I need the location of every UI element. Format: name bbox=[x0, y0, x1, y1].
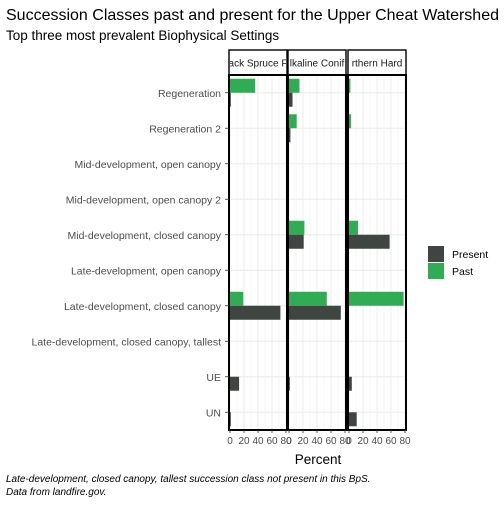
x-tick-label: 20 bbox=[297, 436, 309, 447]
chart-title: Succession Classes past and present for … bbox=[6, 7, 499, 24]
caption-line-2: Data from landfire.gov. bbox=[6, 487, 106, 498]
facet-strip bbox=[287, 49, 347, 76]
x-tick-label: 60 bbox=[266, 436, 278, 447]
legend-label-present: Present bbox=[452, 249, 488, 261]
x-tick-label: 40 bbox=[252, 436, 264, 447]
bar-present bbox=[289, 92, 293, 107]
facet-strip-label: rthern Hard bbox=[352, 59, 403, 70]
x-tick-label: 0 bbox=[227, 436, 233, 447]
y-axis-label: Regeneration bbox=[158, 88, 221, 100]
caption-line-1: Late-development, closed canopy, tallest… bbox=[6, 474, 370, 485]
bar-present bbox=[349, 234, 390, 249]
bar-present bbox=[289, 376, 290, 391]
bar-present bbox=[289, 128, 291, 143]
facet-panel-3: rthern Hard 0 20 40 60 80 bbox=[346, 49, 411, 447]
bar-past bbox=[349, 114, 352, 129]
facet-strip bbox=[347, 49, 407, 76]
chart-subtitle: Top three most prevalent Biophysical Set… bbox=[6, 28, 279, 43]
x-tick-label: 20 bbox=[357, 436, 369, 447]
facet-strip bbox=[228, 49, 288, 76]
bar-present bbox=[289, 234, 304, 249]
facet-strip-label: ack Spruce F bbox=[229, 59, 288, 70]
facet-panel-2: lkaline Conif 0 20 40 60 80 bbox=[286, 49, 351, 447]
y-axis-labels: Regeneration Regeneration 2 Mid-developmen… bbox=[31, 88, 229, 419]
legend: Present Past bbox=[428, 246, 488, 279]
bar-present bbox=[349, 412, 357, 427]
bar-past bbox=[349, 78, 351, 93]
y-axis-label: Mid-development, open canopy 2 bbox=[66, 194, 221, 206]
y-axis-label: Mid-development, open canopy bbox=[74, 159, 221, 171]
legend-key-past bbox=[428, 263, 444, 279]
bar-present bbox=[230, 376, 240, 391]
x-tick-label: 40 bbox=[371, 436, 383, 447]
x-tick-label: 20 bbox=[238, 436, 250, 447]
y-axis-label: Mid-development, closed canopy bbox=[67, 230, 221, 242]
bar-past bbox=[289, 114, 297, 129]
x-tick-label: 40 bbox=[311, 436, 323, 447]
y-axis-label: UN bbox=[206, 407, 221, 419]
facet-panel-1: ack Spruce F 0 20 40 60 80 bbox=[227, 49, 292, 447]
bar-present bbox=[349, 376, 352, 391]
y-axis-label: Late-development, closed canopy, tallest bbox=[31, 336, 221, 348]
bar-past bbox=[349, 220, 359, 235]
x-tick-label: 60 bbox=[385, 436, 397, 447]
x-tick-label: 80 bbox=[399, 436, 411, 447]
bar-present bbox=[289, 305, 341, 320]
bar-present bbox=[230, 92, 231, 107]
y-axis-label: Late-development, closed canopy bbox=[64, 301, 222, 313]
y-axis-label: Regeneration 2 bbox=[149, 123, 221, 135]
bar-past bbox=[289, 220, 305, 235]
y-axis-label: Late-development, open canopy bbox=[71, 265, 222, 277]
x-tick-label: 0 bbox=[346, 436, 352, 447]
bar-past bbox=[349, 291, 404, 306]
y-axis-label: UE bbox=[206, 372, 221, 384]
bar-past bbox=[230, 78, 256, 93]
x-tick-label: 60 bbox=[325, 436, 337, 447]
x-axis-title: Percent bbox=[295, 452, 342, 467]
facet-strip-label: lkaline Conif bbox=[290, 59, 345, 70]
bar-present bbox=[230, 305, 281, 320]
x-tick-label: 80 bbox=[280, 436, 292, 447]
bar-present bbox=[230, 412, 231, 427]
x-tick-label: 0 bbox=[286, 436, 292, 447]
legend-key-present bbox=[428, 246, 444, 262]
bar-past bbox=[289, 291, 327, 306]
bar-past bbox=[230, 291, 244, 306]
legend-label-past: Past bbox=[452, 266, 473, 278]
x-tick-label: 80 bbox=[339, 436, 351, 447]
bar-past bbox=[289, 78, 300, 93]
